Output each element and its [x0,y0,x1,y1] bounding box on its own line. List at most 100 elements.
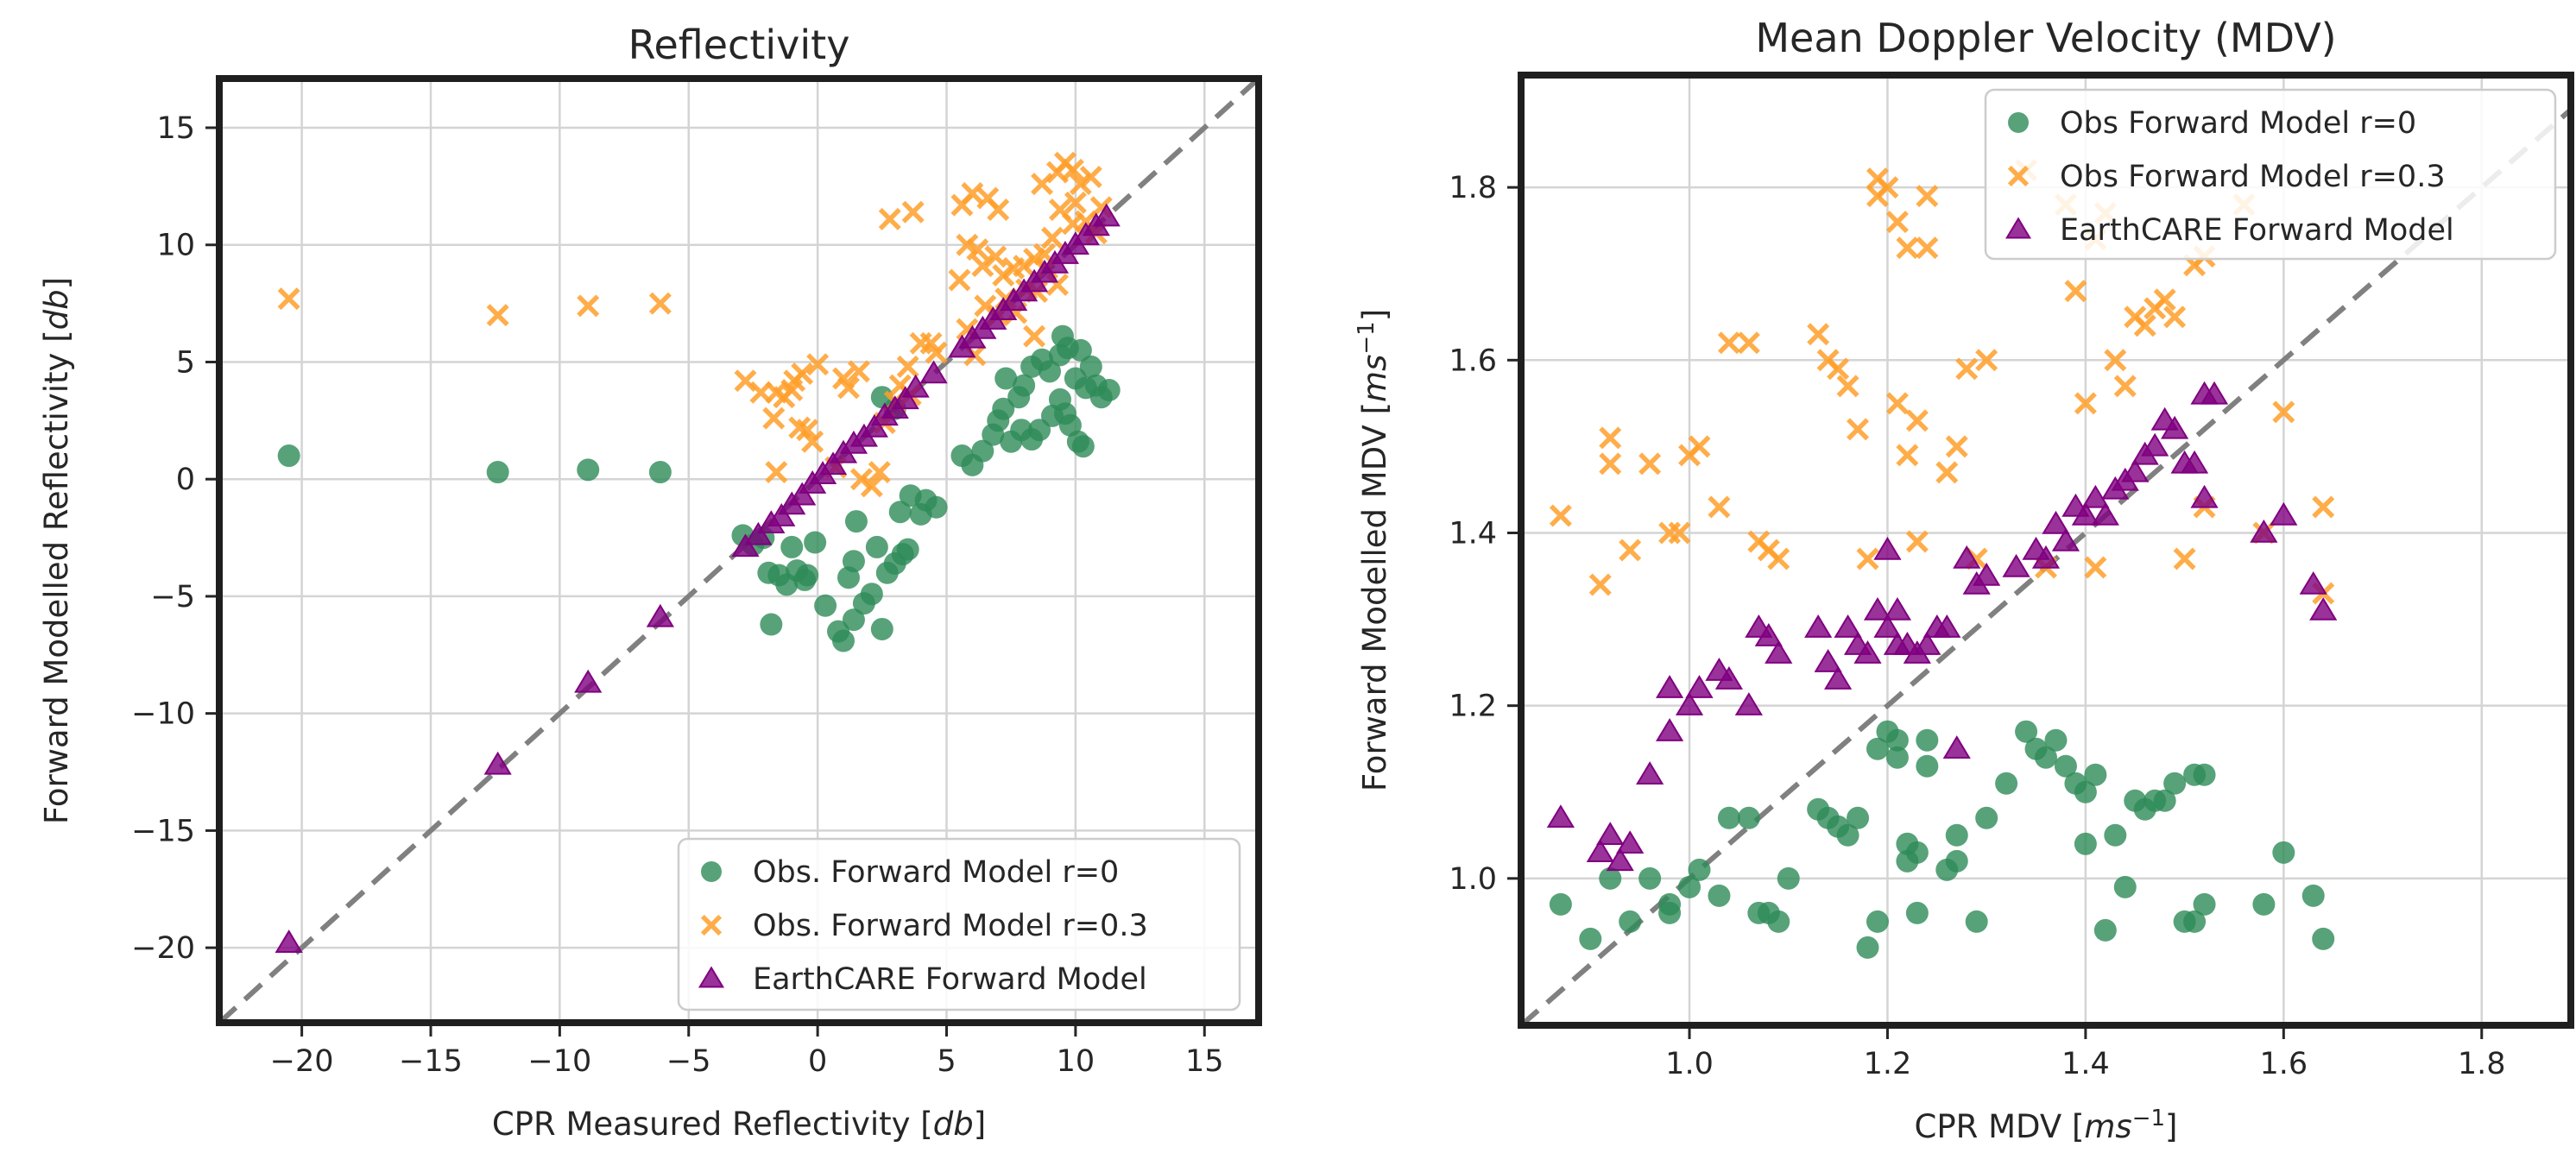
data-point [896,355,919,378]
data-point [992,397,1015,420]
data-point [1069,338,1092,362]
data-point [483,751,512,775]
data-point [734,369,757,393]
data-point [1975,349,1998,372]
x-tick-label: 5 [937,1044,956,1079]
data-point [891,386,919,410]
data-point [1935,461,1959,484]
data-point [2141,432,2169,457]
data-point [868,461,891,484]
data-point [948,268,971,292]
data-point [2081,484,2110,508]
data-point [760,613,783,636]
legend-label: EarthCARE Forward Model [2060,213,2454,248]
legend-marker-2 [698,966,724,988]
y-tick-label: 0 [176,463,195,497]
data-point [2074,832,2097,855]
data-point [2200,381,2229,405]
x-tick-label: 0 [808,1044,827,1079]
data-point [1754,622,1783,646]
data-point [925,495,948,519]
data-point [762,406,786,430]
data-point [1685,675,1714,698]
y-tick-label: 1.8 [1449,171,1497,205]
data-point [1734,692,1763,715]
reflectivity-title: Reflectivity [628,22,850,68]
data-point [1916,236,1939,260]
data-point [2121,458,2150,482]
data-point [1064,191,1087,214]
data-point [1883,596,1912,621]
data-point [2113,875,2137,898]
data-point [888,501,912,524]
data-point [831,629,855,652]
data-point [1905,409,1929,432]
data-point [984,245,1007,268]
data-point [1823,666,1853,690]
data-point [804,531,827,554]
x-tick-label: 1.4 [2061,1047,2110,1081]
legend-marker-1 [700,914,723,936]
data-point [1916,185,1939,208]
data-point [971,255,994,278]
data-point [950,193,974,217]
data-point [1092,203,1121,227]
data-point [865,535,888,558]
data-point [1876,176,1899,199]
data-point [765,461,788,484]
data-point [1675,692,1704,715]
data-point [1619,539,1642,562]
data-point [2193,763,2216,786]
x-tick-label: 1.8 [2458,1047,2506,1081]
data-point [275,929,303,953]
mdv-series-1 [1549,159,2335,605]
data-point [1953,545,1981,569]
data-point [796,564,819,587]
data-point [2051,527,2080,551]
data-point [277,444,300,468]
data-point [1678,875,1702,898]
data-point [1586,839,1614,863]
data-point [2002,553,2030,577]
data-point [1995,772,2018,795]
data-point [1916,754,1939,778]
data-point [1933,614,1961,638]
data-point [806,353,830,376]
data-point [2272,400,2295,424]
data-point [1885,746,1909,769]
y-tick-label: 10 [156,229,195,263]
data-point [1767,910,1790,933]
data-point [847,360,870,383]
reflectivity-legend: Obs. Forward Model r=0 Obs. Forward Model… [677,837,1241,1011]
data-point [2074,780,2097,803]
data-point [486,461,509,484]
data-point [2163,306,2187,329]
y-tick-label: 1.2 [1449,690,1497,724]
data-point [1668,521,1691,545]
data-point [1965,910,1988,933]
legend-label: EarthCARE Forward Model [753,962,1147,997]
mdv-panel: 1.0 1.2 1.4 1.6 1.8 1.0 1.2 1.4 1.6 1.8 Mean Dopp… [1354,15,2574,1145]
data-point [1863,596,1892,621]
data-point [577,294,600,318]
legend-label: Obs Forward Model r=0 [2060,106,2416,141]
data-point [1847,806,1870,829]
data-point [1599,452,1622,476]
data-point [1717,806,1740,829]
y-tick-label: −5 [150,580,195,614]
data-point [2133,314,2156,337]
legend-box [677,837,1241,1011]
data-point [2074,392,2097,415]
data-point [2270,501,2298,526]
data-point [2113,375,2137,398]
y-tick-label: −20 [131,931,195,966]
data-point [1905,901,1929,924]
data-point [2071,501,2099,526]
reflectivity-series-2 [275,203,1121,953]
data-point [1814,649,1842,672]
data-point [1973,562,2001,586]
mdv-series-2 [1546,381,2338,872]
data-point [1588,573,1612,596]
data-point [1945,849,1968,873]
data-point [2173,547,2196,570]
